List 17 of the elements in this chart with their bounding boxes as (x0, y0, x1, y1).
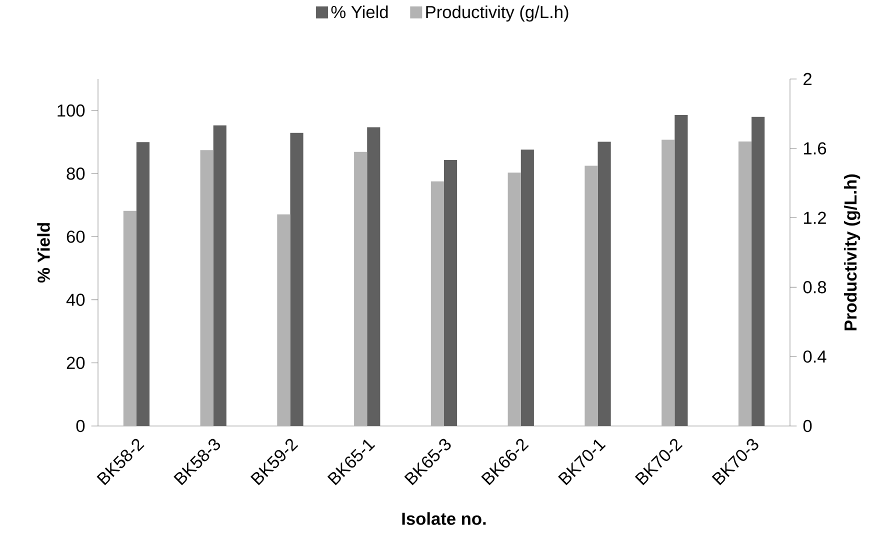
y2-axis-title: Productivity (g/L.h) (844, 174, 860, 330)
legend-label: % Yield (331, 5, 388, 18)
y-tick-label: 100 (58, 104, 85, 117)
y2-tick-label: 1.2 (804, 212, 826, 224)
y2-tick-label: 0.8 (803, 281, 826, 294)
y-tick-label: 0 (76, 420, 85, 432)
y-tick-label: 80 (66, 167, 85, 180)
y-tick-label: 40 (66, 294, 85, 306)
y-tick-label: 20 (66, 356, 85, 370)
y2-tick-label: 2 (804, 72, 812, 86)
y2-tick-label: 0.4 (803, 350, 826, 363)
y2-tick-label: 1.6 (804, 142, 826, 155)
y2-tick-label: 0 (803, 420, 812, 432)
y-axis-title: % Yield (37, 223, 50, 283)
y-tick-label: 60 (66, 230, 85, 243)
legend-label: Productivity (g/L.h) (426, 5, 568, 22)
x-axis-title: Isolate no. (402, 512, 486, 525)
